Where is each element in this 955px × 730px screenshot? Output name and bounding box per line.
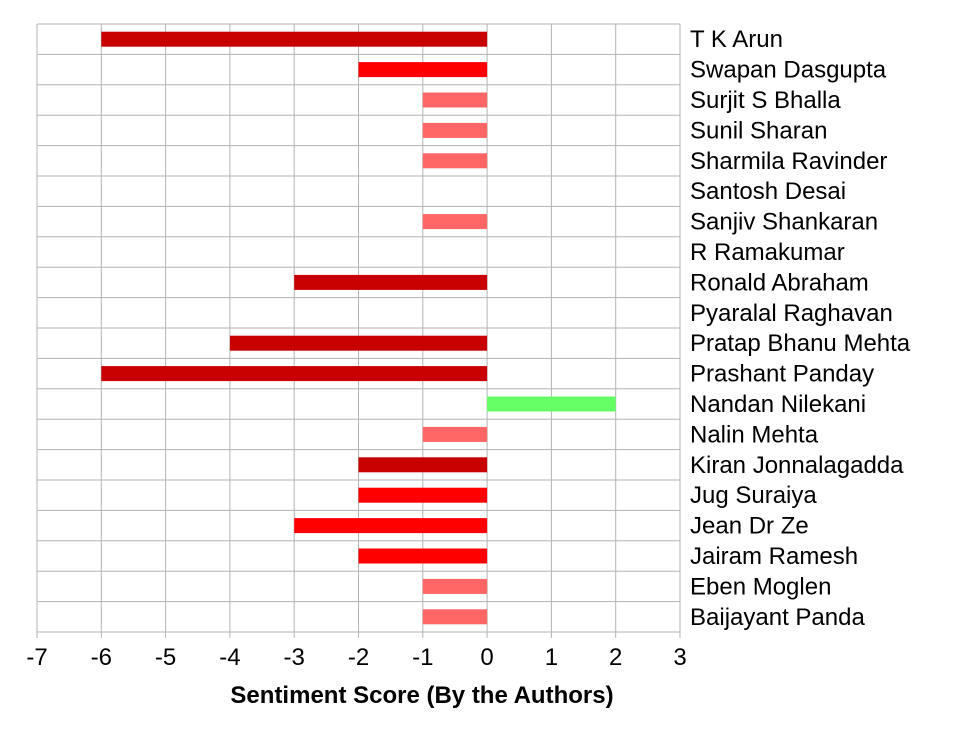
x-tick-label: -2 — [348, 644, 369, 671]
category-label: Sunil Sharan — [690, 117, 827, 144]
category-label: R Ramakumar — [690, 239, 845, 266]
x-axis-title: Sentiment Score (By the Authors) — [230, 682, 613, 709]
category-label: Surjit S Bhalla — [690, 87, 841, 114]
bar — [422, 214, 488, 230]
x-tick-label: -5 — [155, 644, 176, 671]
category-label: Prashant Panday — [690, 361, 874, 388]
bar — [294, 518, 488, 534]
bar — [422, 92, 488, 108]
bar — [487, 396, 616, 412]
x-tick-label: -1 — [412, 644, 433, 671]
bar — [358, 62, 488, 78]
x-tick-label: -4 — [219, 644, 240, 671]
bar — [358, 548, 488, 564]
bar — [422, 609, 488, 625]
category-label: Pratap Bhanu Mehta — [690, 330, 911, 357]
category-label: Nandan Nilekani — [690, 391, 866, 418]
category-label: Jairam Ramesh — [690, 543, 858, 570]
bar — [358, 457, 488, 473]
bars — [101, 31, 616, 625]
bar — [422, 122, 488, 138]
category-label: Sharmila Ravinder — [690, 148, 887, 175]
bar — [101, 366, 488, 382]
bar — [358, 487, 488, 503]
x-tick-label: 3 — [673, 644, 686, 671]
x-tick-label: 2 — [609, 644, 622, 671]
category-label: Baijayant Panda — [690, 604, 865, 631]
bar — [101, 31, 488, 47]
category-label: Swapan Dasgupta — [690, 57, 887, 84]
category-label: Sanjiv Shankaran — [690, 209, 878, 236]
bar — [229, 335, 488, 351]
category-label: Pyaralal Raghavan — [690, 300, 893, 327]
x-tick-label: -6 — [91, 644, 112, 671]
grid-lines — [36, 23, 681, 633]
category-labels: T K Arun Swapan Dasgupta Surjit S Bhalla Su… — [690, 26, 911, 631]
x-tick-label: -3 — [284, 644, 305, 671]
category-label: Ronald Abraham — [690, 269, 869, 296]
category-label: Jean Dr Ze — [690, 513, 809, 540]
x-tick-label: 0 — [480, 644, 493, 671]
x-axis — [36, 631, 681, 638]
x-tick-labels: -7 -6 -5 -4 -3 -2 -1 0 1 2 3 — [26, 644, 686, 671]
x-tick-label: -7 — [26, 644, 47, 671]
category-label: Kiran Jonnalagadda — [690, 452, 904, 479]
bar — [422, 578, 488, 594]
category-label: Nalin Mehta — [690, 421, 819, 448]
category-label: Santosh Desai — [690, 178, 846, 205]
category-label: Eben Moglen — [690, 573, 831, 600]
x-tick-label: 1 — [545, 644, 558, 671]
bar — [422, 426, 488, 442]
bar — [422, 153, 488, 169]
category-label: Jug Suraiya — [690, 482, 817, 509]
bar — [294, 274, 488, 290]
category-label: T K Arun — [690, 26, 783, 53]
